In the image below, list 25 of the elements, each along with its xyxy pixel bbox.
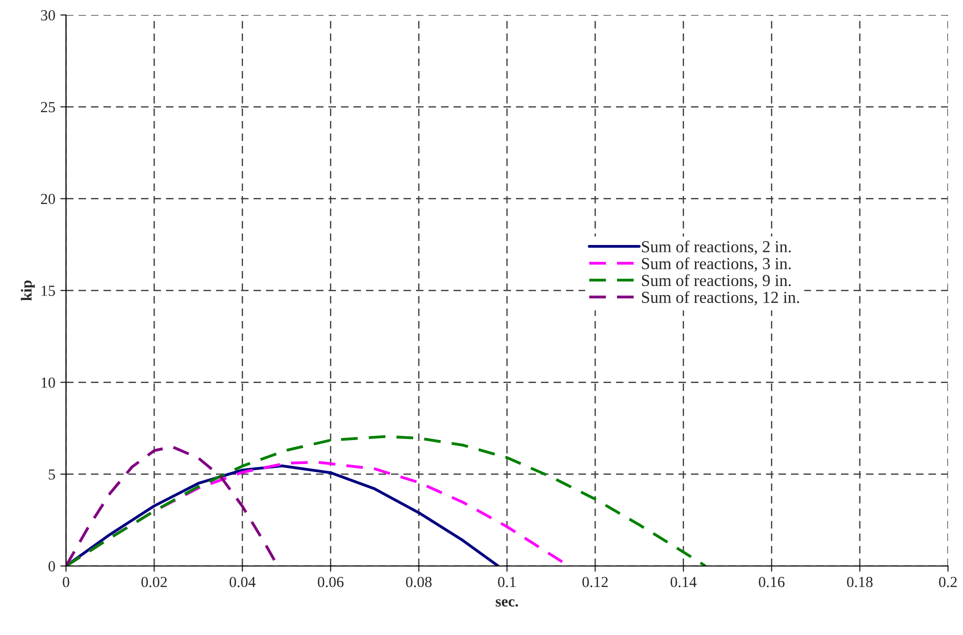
x-tick-label: 0.08 bbox=[406, 576, 432, 588]
x-tick-label: 0.1 bbox=[498, 576, 516, 588]
y-tick-label: 0 bbox=[48, 561, 55, 572]
x-tick-label: 0.04 bbox=[230, 576, 256, 588]
x-tick-label: 0 bbox=[62, 576, 70, 588]
legend-label: Sum of reactions, 3 in. bbox=[642, 257, 791, 272]
legend-label: Sum of reactions, 12 in. bbox=[642, 291, 800, 306]
line-series bbox=[66, 435, 707, 566]
y-tick-label: 5 bbox=[48, 469, 55, 480]
y-axis-title: kip bbox=[20, 280, 35, 301]
legend-label: Sum of reactions, 2 in. bbox=[642, 240, 791, 255]
y-tick-label: 10 bbox=[42, 377, 55, 388]
x-tick-label: 0.12 bbox=[582, 576, 608, 588]
x-tick-label: 0.14 bbox=[670, 576, 697, 588]
legend-label: Sum of reactions, 9 in. bbox=[642, 274, 791, 289]
x-tick-label: 0.16 bbox=[758, 576, 785, 588]
x-tick-label: 0.02 bbox=[141, 576, 167, 588]
y-tick-label: 15 bbox=[42, 286, 55, 296]
x-tick-label: 0.2 bbox=[939, 576, 957, 588]
y-tick-label: 25 bbox=[40, 102, 55, 112]
x-axis-title: sec. bbox=[496, 599, 518, 607]
x-tick-label: 0.18 bbox=[847, 576, 873, 588]
y-tick-label: 30 bbox=[41, 10, 55, 20]
x-tick-label: 0.06 bbox=[318, 576, 344, 588]
y-tick-label: 20 bbox=[40, 194, 55, 204]
